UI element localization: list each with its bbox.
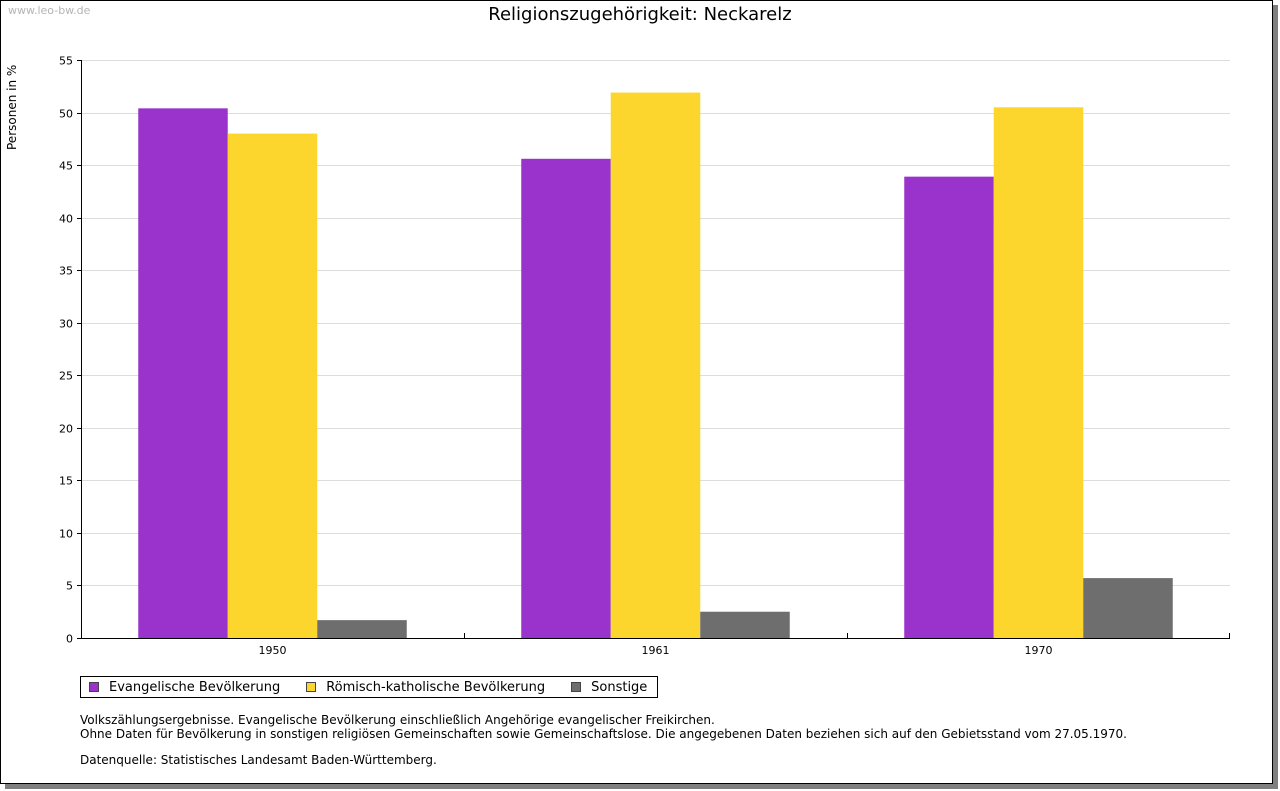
bar [610, 92, 701, 638]
legend-label: Sonstige [591, 679, 648, 695]
bar [904, 176, 994, 638]
bar [700, 611, 790, 638]
legend-item: Römisch-katholische Bevölkerung [306, 680, 545, 695]
y-tick-label: 25 [59, 370, 73, 383]
y-tick-label: 40 [59, 213, 73, 226]
bar [227, 133, 318, 638]
y-tick-label: 5 [66, 580, 73, 593]
legend-swatch [89, 682, 99, 692]
bar [138, 108, 228, 639]
y-tick-label: 10 [59, 528, 73, 541]
legend: Evangelische Bevölkerung Römisch-katholis… [80, 676, 659, 698]
y-tick-label: 55 [59, 55, 73, 68]
watermark: www.leo-bw.de [8, 4, 91, 17]
legend-item: Sonstige [571, 680, 647, 695]
legend-swatch [571, 682, 582, 692]
bar [993, 107, 1084, 639]
x-tick-label: 1970 [1025, 644, 1053, 657]
chart-title: Religionszugehörigkeit: Neckarelz [488, 4, 792, 25]
footnote-line-1: Volkszählungsergebnisse. Evangelische Be… [80, 713, 715, 727]
bar [317, 620, 407, 638]
bars [138, 92, 1173, 639]
y-tick-label: 20 [59, 423, 73, 436]
axes: 0 5 10 15 20 25 30 35 40 45 50 55 1950 1961 1970 [59, 55, 1230, 657]
legend-label: Römisch-katholische Bevölkerung [326, 679, 546, 695]
x-tick-label: 1961 [642, 644, 670, 657]
y-tick-label: 45 [59, 160, 73, 173]
y-tick-label: 35 [59, 265, 73, 278]
y-tick-label: 15 [59, 475, 73, 488]
y-tick-label: 30 [59, 318, 73, 331]
legend-item: Evangelische Bevölkerung [89, 680, 280, 695]
footnotes: Volkszählungsergebnisse. Evangelische Be… [80, 713, 1127, 767]
legend-label: Evangelische Bevölkerung [109, 679, 281, 695]
data-source: Datenquelle: Statistisches Landesamt Bad… [80, 753, 437, 767]
footnote-line-2: Ohne Daten für Bevölkerung in sonstigen … [80, 727, 1127, 741]
bar [1083, 578, 1173, 638]
y-tick-label: 50 [59, 108, 73, 121]
y-tick-label: 0 [66, 633, 73, 646]
y-axis-label: Personen in % [5, 65, 19, 150]
x-tick-label: 1950 [259, 644, 287, 657]
bar [521, 158, 611, 638]
legend-swatch [306, 682, 317, 692]
